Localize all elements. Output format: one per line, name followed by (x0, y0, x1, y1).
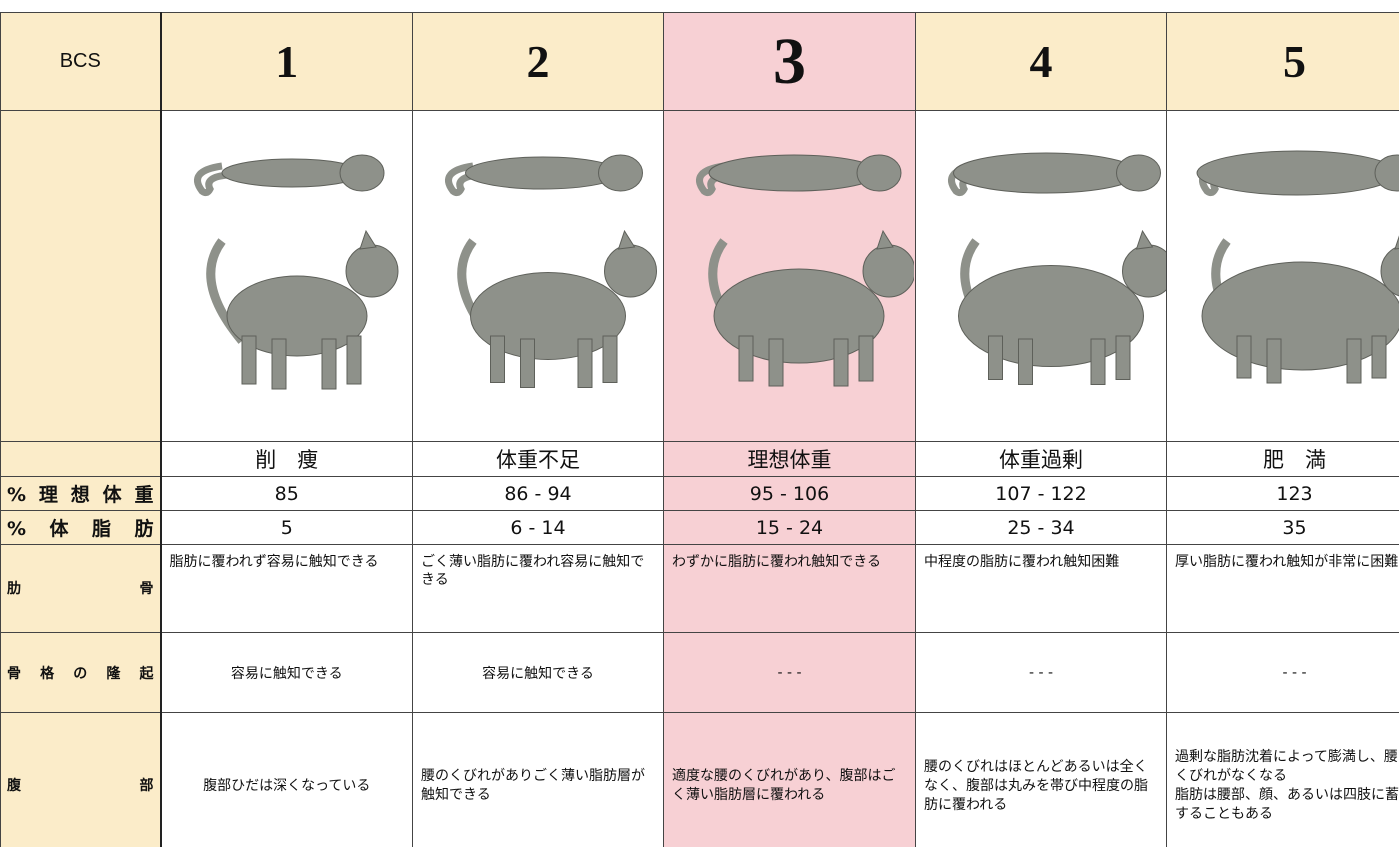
label-cell (0, 441, 162, 477)
cat-illustration (1196, 150, 1399, 384)
page: BCS 1 2 3 4 5 (0, 12, 1399, 847)
cell: わずかに脂肪に覆われ触知できる (663, 544, 916, 633)
image-cell (160, 110, 413, 442)
cell: 5 (160, 510, 413, 545)
bcs-table: BCS 1 2 3 4 5 (0, 12, 1399, 847)
condition: 肥 満 (1166, 441, 1399, 477)
bcs-score: 5 (1283, 36, 1306, 87)
bcs-score: 3 (773, 24, 806, 98)
table-row: BCS 1 2 3 4 5 (0, 12, 1399, 111)
table-row: %体脂肪 5 6 - 14 15 - 24 25 - 34 35 (0, 510, 1399, 545)
condition: 体重不足 (412, 441, 664, 477)
cat-illustration (193, 154, 398, 390)
image-cell (663, 110, 916, 442)
row-label: 骨格の隆起 (0, 632, 162, 713)
row-label: %理想体重 (0, 476, 162, 511)
cat-illustration (696, 154, 915, 387)
cell: 脂肪に覆われず容易に触知できる (160, 544, 413, 633)
cell: 容易に触知できる (412, 632, 664, 713)
header-cell: 3 (663, 12, 916, 111)
table-row: 腹部 腹部ひだは深くなっている 腰のくびれがありごく薄い脂肪層が触知できる 適度な腰の… (0, 712, 1399, 847)
cell: - - - (1166, 632, 1399, 713)
cell: 容易に触知できる (160, 632, 413, 713)
image-cell (412, 110, 664, 442)
cell-line: 過剰な脂肪沈着によって膨満し、腰のくびれがなくなる (1175, 749, 1399, 784)
label-cell (0, 110, 162, 442)
cell: 35 (1166, 510, 1399, 545)
image-cell (1166, 110, 1399, 442)
cell: 15 - 24 (663, 510, 916, 545)
table-row: 肋骨 脂肪に覆われず容易に触知できる ごく薄い脂肪に覆われ容易に触知できる わずかに脂… (0, 544, 1399, 633)
row-label: 肋骨 (0, 544, 162, 633)
cell: - - - (915, 632, 1167, 713)
image-cell (915, 110, 1167, 442)
table-row (0, 110, 1399, 442)
table-row: 骨格の隆起 容易に触知できる 容易に触知できる - - -- - -- - - (0, 632, 1399, 713)
row-label: %体脂肪 (0, 510, 162, 545)
cell: 適度な腰のくびれがあり、腹部はごく薄い脂肪層に覆われる (663, 712, 916, 847)
condition: 削 痩 (160, 441, 413, 477)
cat-illustration (948, 152, 1166, 385)
bcs-score: 2 (526, 36, 550, 87)
header-cell: 4 (915, 12, 1167, 111)
condition: 体重過剰 (915, 441, 1167, 477)
cell-line: 脂肪は腰部、顔、あるいは四肢に蓄積することもある (1175, 787, 1399, 822)
bcs-score: 4 (1029, 36, 1053, 87)
header-cell: 1 (160, 12, 413, 111)
table-row: %理想体重 85 86 - 94 95 - 106 107 - 122 123 (0, 476, 1399, 511)
cat-illustration (445, 154, 657, 388)
cell: 腰のくびれがありごく薄い脂肪層が触知できる (412, 712, 664, 847)
cell: 86 - 94 (412, 476, 664, 511)
cell: ごく薄い脂肪に覆われ容易に触知できる (412, 544, 664, 633)
cell: 85 (160, 476, 413, 511)
row-label: 腹部 (0, 712, 162, 847)
cell: 腹部ひだは深くなっている (160, 712, 413, 847)
cell: 腰のくびれはほとんどあるいは全くなく、腹部は丸みを帯び中程度の脂肪に覆われる (915, 712, 1167, 847)
bcs-score: 1 (275, 36, 299, 87)
header-cell: 2 (412, 12, 664, 111)
condition: 理想体重 (663, 441, 916, 477)
cell: 25 - 34 (915, 510, 1167, 545)
cell: 中程度の脂肪に覆われ触知困難 (915, 544, 1167, 633)
cell: 123 (1166, 476, 1399, 511)
cell: 95 - 106 (663, 476, 916, 511)
cell: 厚い脂肪に覆われ触知が非常に困難 (1166, 544, 1399, 633)
cell: 過剰な脂肪沈着によって膨満し、腰のくびれがなくなる 脂肪は腰部、顔、あるいは四肢に… (1166, 712, 1399, 847)
cell: - - - (663, 632, 916, 713)
table-row: 削 痩体重不足 理想体重 体重過剰肥 満 (0, 441, 1399, 477)
cell: 107 - 122 (915, 476, 1167, 511)
header-label: BCS (0, 12, 162, 111)
header-cell: 5 (1166, 12, 1399, 111)
cell: 6 - 14 (412, 510, 664, 545)
